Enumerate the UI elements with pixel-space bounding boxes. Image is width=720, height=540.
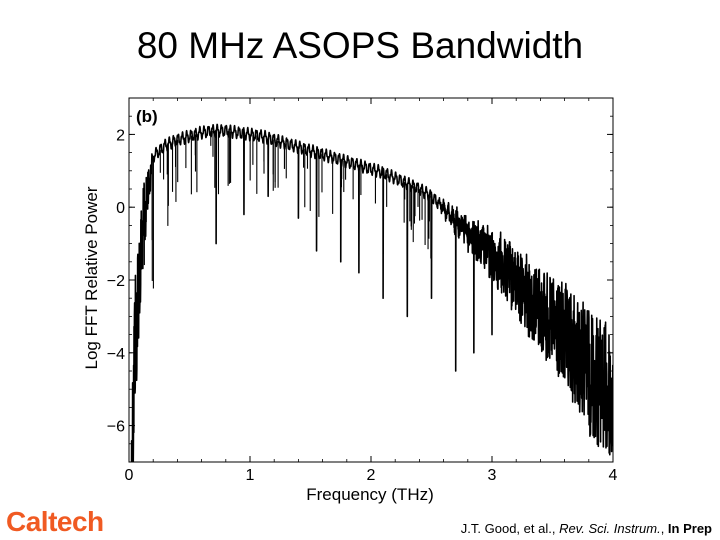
citation-status: In Prep xyxy=(667,521,712,536)
x-tick-label: 3 xyxy=(488,467,497,484)
x-tick-label: 4 xyxy=(609,467,618,484)
x-axis-label: Frequency (THz) xyxy=(306,485,434,504)
y-tick-label: −2 xyxy=(107,273,125,290)
y-tick-label: 0 xyxy=(116,200,125,217)
x-tick-label: 1 xyxy=(246,467,255,484)
citation-journal: Rev. Sci. Instrum. xyxy=(559,521,661,536)
caltech-logo: Caltech xyxy=(6,506,104,537)
y-tick-label: −4 xyxy=(107,346,125,363)
y-tick-label: −6 xyxy=(107,419,125,436)
citation: J.T. Good, et al., Rev. Sci. Instrum., I… xyxy=(461,520,712,538)
x-tick-label: 0 xyxy=(125,467,134,484)
citation-separator: , xyxy=(660,521,668,536)
y-axis-label: Log FFT Relative Power xyxy=(82,186,101,369)
plot-frame xyxy=(128,97,614,463)
panel-label: (b) xyxy=(136,107,158,126)
slide-title: 80 MHz ASOPS Bandwidth xyxy=(136,25,584,66)
spectrum-trace xyxy=(130,123,613,462)
citation-authors: J.T. Good, et al., xyxy=(460,521,560,536)
x-tick-label: 2 xyxy=(367,467,376,484)
y-tick-label: 2 xyxy=(116,127,125,144)
